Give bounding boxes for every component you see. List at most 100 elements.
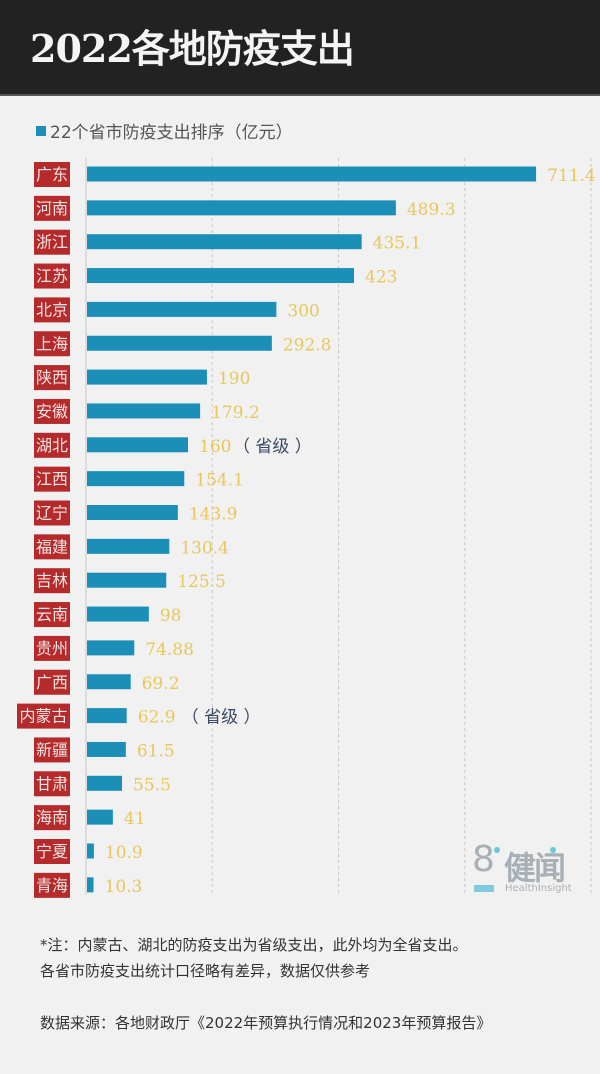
value-label: 435.1	[373, 234, 422, 254]
bar	[87, 403, 201, 419]
category-label-bg	[34, 432, 70, 458]
category-label-bg	[34, 602, 70, 628]
legend-swatch-icon	[36, 125, 46, 136]
annotation-label: （ 省级 ）	[233, 437, 312, 457]
category-label: 湖北	[36, 436, 68, 455]
category-label-bg	[34, 195, 70, 221]
value-label: 190	[218, 369, 250, 389]
category-label-bg	[34, 365, 70, 391]
category-label: 新疆	[36, 740, 68, 759]
bar	[87, 708, 127, 724]
category-label: 贵州	[36, 639, 68, 658]
category-label-bg	[34, 398, 70, 424]
watermark-logo: 8 健闻 HealthInsight	[472, 839, 587, 895]
bar	[87, 301, 277, 317]
bar	[87, 505, 178, 520]
category-label-bg	[34, 297, 70, 323]
category-label-bg	[34, 534, 70, 560]
category-label-bg	[34, 737, 70, 763]
category-label: 广西	[36, 673, 68, 692]
value-label: 160	[199, 437, 231, 457]
category-label-bg	[34, 331, 70, 357]
footnote: *注：内蒙古、湖北的防疫支出为省级支出，此外均为全省支出。 各省市防疫支出统计口…	[40, 932, 468, 984]
value-label: 143.9	[189, 505, 238, 525]
category-label-bg	[34, 466, 70, 492]
category-label: 浙江	[36, 233, 68, 252]
watermark-text: 健闻	[504, 849, 566, 887]
bar	[87, 234, 362, 250]
category-label: 云南	[36, 605, 68, 624]
bar	[87, 809, 113, 825]
value-label: 125.5	[177, 572, 226, 592]
value-label: 55.5	[133, 775, 171, 795]
category-label: 福建	[36, 537, 68, 556]
bar	[87, 268, 355, 284]
value-label: 711.4	[547, 166, 596, 186]
category-label-bg	[34, 263, 70, 289]
value-label: 423	[365, 268, 397, 288]
bar-chart: 广东 711.4 河南 489.3 浙江 435.1 江苏 423 北京 300 上海 292.8 陕西…	[17, 158, 596, 898]
value-label: 69.2	[142, 674, 180, 694]
bar	[87, 572, 167, 588]
category-label: 陕西	[36, 368, 68, 387]
header-banner: 2022各地防疫支出	[0, 0, 600, 96]
value-label: 61.5	[137, 741, 175, 761]
watermark-subtext: HealthInsight	[505, 883, 572, 894]
watermark-dot-icon	[494, 847, 500, 853]
category-label: 甘肃	[36, 774, 68, 793]
category-label: 广东	[36, 165, 68, 184]
bar	[87, 674, 131, 690]
category-label-bg	[34, 839, 70, 864]
page-title: 2022各地防疫支出	[30, 26, 355, 71]
category-label-bg	[34, 568, 70, 594]
watermark-digit: 8	[472, 839, 495, 880]
category-label-bg	[34, 500, 70, 526]
bar	[87, 775, 123, 791]
category-label: 吉林	[36, 571, 68, 590]
data-source: 数据来源：各地财政厅《2022年预算执行情况和2023年预算报告》	[40, 1014, 492, 1032]
chart-legend: 22个省市防疫支出排序（亿元）	[36, 118, 293, 143]
category-label-bg	[34, 872, 70, 898]
annotation-label: （ 省级 ）	[182, 708, 261, 728]
category-label: 海南	[36, 808, 68, 827]
bar	[87, 538, 170, 554]
value-label: 10.3	[105, 877, 143, 897]
value-label: 292.8	[283, 335, 332, 355]
value-label: 154.1	[195, 471, 244, 491]
bar	[87, 606, 149, 622]
value-label: 130.4	[180, 538, 229, 558]
bar	[87, 166, 537, 182]
watermark-pill-icon	[474, 885, 494, 892]
footnote-line-1: *注：内蒙古、湖北的防疫支出为省级支出，此外均为全省支出。	[40, 936, 468, 954]
category-label-bg	[34, 805, 70, 831]
value-label: 74.88	[145, 640, 194, 660]
category-label: 安徽	[36, 402, 68, 421]
value-label: 10.9	[105, 843, 143, 863]
value-label: 489.3	[407, 200, 456, 220]
bar	[87, 640, 135, 656]
watermark-dot-icon	[550, 847, 556, 853]
category-label-bg	[17, 703, 70, 729]
category-label: 江苏	[36, 267, 68, 286]
category-label-bg	[34, 669, 70, 695]
footnote-line-2: 各省市防疫支出统计口径略有差异，数据仅供参考	[40, 962, 371, 980]
bar	[87, 437, 188, 453]
value-label: 62.9	[138, 708, 176, 728]
bar	[87, 335, 272, 351]
category-label-bg	[34, 635, 70, 661]
value-label: 179.2	[211, 403, 260, 423]
category-label: 辽宁	[36, 504, 68, 523]
bar	[87, 741, 126, 757]
legend-label: 22个省市防疫支出排序（亿元）	[50, 123, 293, 143]
category-label: 上海	[36, 334, 68, 353]
category-label: 宁夏	[36, 842, 68, 861]
bar	[87, 369, 207, 385]
category-label: 青海	[36, 876, 68, 895]
value-label: 300	[287, 301, 319, 321]
category-label: 内蒙古	[19, 707, 67, 726]
category-label: 江西	[36, 470, 68, 489]
category-label-bg	[34, 162, 70, 187]
bar	[87, 843, 94, 859]
bar	[87, 200, 396, 216]
value-label: 41	[124, 809, 146, 829]
